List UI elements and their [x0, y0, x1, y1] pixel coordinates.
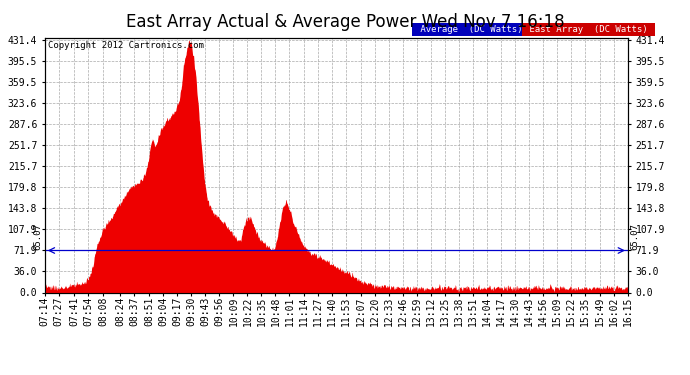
Text: 65.07: 65.07 [631, 224, 640, 251]
Text: East Array  (DC Watts): East Array (DC Watts) [524, 25, 653, 34]
Text: Average  (DC Watts): Average (DC Watts) [415, 25, 527, 34]
Text: 65.07: 65.07 [33, 224, 42, 251]
Text: Copyright 2012 Cartronics.com: Copyright 2012 Cartronics.com [48, 41, 204, 50]
Text: East Array Actual & Average Power Wed Nov 7 16:18: East Array Actual & Average Power Wed No… [126, 13, 564, 31]
